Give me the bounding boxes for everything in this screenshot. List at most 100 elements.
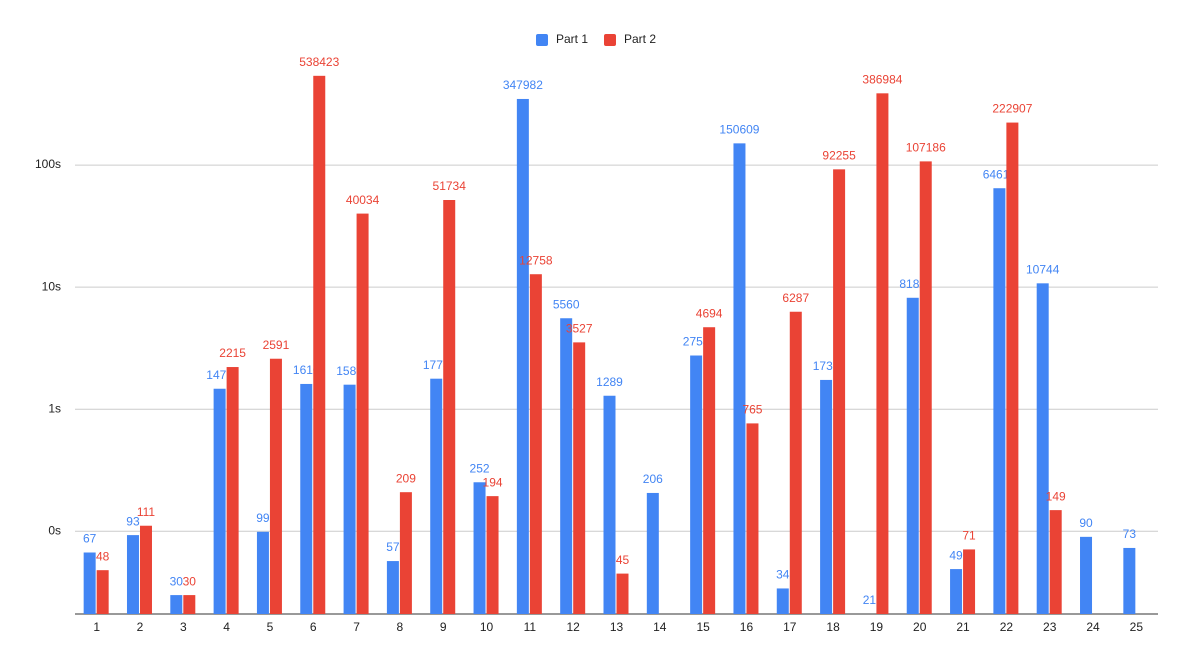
- bar: [356, 213, 369, 615]
- bar: [1080, 536, 1093, 614]
- x-tick-label: 18: [826, 620, 840, 634]
- bar: [690, 355, 703, 614]
- data-label: 34: [776, 568, 790, 582]
- data-label: 222907: [992, 102, 1032, 116]
- data-label: 48: [96, 549, 110, 563]
- x-tick-label: 5: [267, 620, 274, 634]
- bar: [443, 200, 456, 614]
- bar: [820, 379, 833, 614]
- bar: [386, 561, 399, 614]
- bar: [126, 535, 139, 614]
- data-label: 51734: [433, 179, 467, 193]
- x-tick-label: 11: [524, 620, 537, 634]
- x-tick-label: 17: [783, 620, 797, 634]
- bar: [789, 311, 802, 614]
- bar: [1006, 122, 1019, 615]
- x-tick-label: 15: [696, 620, 710, 634]
- x-tick-label: 3: [180, 620, 187, 634]
- bar: [603, 395, 616, 614]
- data-label: 2753: [683, 335, 710, 349]
- bar: [733, 143, 746, 614]
- bar: [313, 75, 326, 614]
- bar: [300, 383, 313, 614]
- data-label: 99: [256, 511, 270, 525]
- data-label: 149: [1046, 489, 1066, 503]
- data-label: 67: [83, 532, 97, 546]
- bar: [646, 492, 659, 614]
- y-tick-label: 10s: [42, 279, 61, 293]
- bar: [616, 573, 629, 614]
- data-label: 73: [1123, 527, 1137, 541]
- x-tick-label: 25: [1130, 620, 1144, 634]
- bar: [516, 98, 529, 615]
- bar: [1049, 510, 1062, 614]
- data-label: 45: [616, 553, 630, 567]
- data-label: 57: [386, 540, 400, 554]
- bar: [529, 274, 542, 614]
- data-label: 90: [1079, 516, 1093, 530]
- data-label: 538423: [299, 55, 339, 69]
- bar: [560, 318, 573, 614]
- data-label: 40034: [346, 193, 380, 207]
- x-tick-label: 24: [1086, 620, 1100, 634]
- y-tick-label: 0s: [48, 523, 61, 537]
- bar: [269, 358, 282, 614]
- legend-label: Part 2: [624, 32, 656, 46]
- bar: [213, 388, 226, 614]
- x-tick-label: 12: [567, 620, 581, 634]
- bar: [776, 588, 789, 614]
- data-label: 30: [183, 574, 197, 588]
- data-label: 1289: [596, 375, 623, 389]
- data-label: 111: [137, 505, 156, 519]
- bar: [473, 482, 486, 614]
- data-label: 92255: [822, 149, 856, 163]
- x-tick-label: 10: [480, 620, 494, 634]
- data-label: 1778: [423, 358, 450, 372]
- x-tick-label: 1: [93, 620, 100, 634]
- bar: [876, 93, 889, 614]
- y-tick-label: 1s: [48, 401, 61, 415]
- x-tick-label: 23: [1043, 620, 1057, 634]
- legend-swatch: [604, 34, 616, 46]
- data-label: 252: [470, 461, 490, 475]
- data-label: 49: [949, 548, 963, 562]
- bar: [96, 570, 109, 614]
- bar: [746, 423, 759, 614]
- data-label: 765: [742, 403, 762, 417]
- data-label: 1588: [336, 364, 363, 378]
- bar: [399, 492, 412, 614]
- data-label: 12758: [519, 253, 553, 267]
- data-label: 1737: [813, 359, 840, 373]
- x-tick-label: 13: [610, 620, 624, 634]
- bar: [430, 378, 443, 614]
- data-label: 150609: [719, 123, 759, 137]
- bar: [993, 188, 1006, 614]
- bar: [183, 595, 196, 614]
- bar: [343, 384, 356, 614]
- data-label: 71: [962, 529, 976, 543]
- bar: [83, 552, 96, 614]
- data-label: 1471: [206, 368, 233, 382]
- legend-swatch: [536, 34, 548, 46]
- data-label: 5560: [553, 297, 580, 311]
- bar: [573, 342, 586, 614]
- data-label: 30: [170, 574, 184, 588]
- x-tick-label: 9: [440, 620, 447, 634]
- x-tick-label: 16: [740, 620, 754, 634]
- bar: [919, 161, 932, 615]
- bar: [1036, 283, 1049, 614]
- data-label: 8180: [899, 277, 926, 291]
- data-label: 107186: [906, 141, 946, 155]
- x-tick-label: 21: [956, 620, 970, 634]
- x-tick-label: 7: [353, 620, 360, 634]
- data-label: 93: [126, 514, 140, 528]
- bar: [256, 531, 269, 614]
- x-tick-label: 14: [653, 620, 667, 634]
- x-tick-label: 8: [397, 620, 404, 634]
- data-label: 347982: [503, 78, 543, 92]
- bar: [1123, 547, 1136, 614]
- bar: [906, 297, 919, 614]
- data-label: 2591: [263, 338, 290, 352]
- data-label: 206: [643, 472, 663, 486]
